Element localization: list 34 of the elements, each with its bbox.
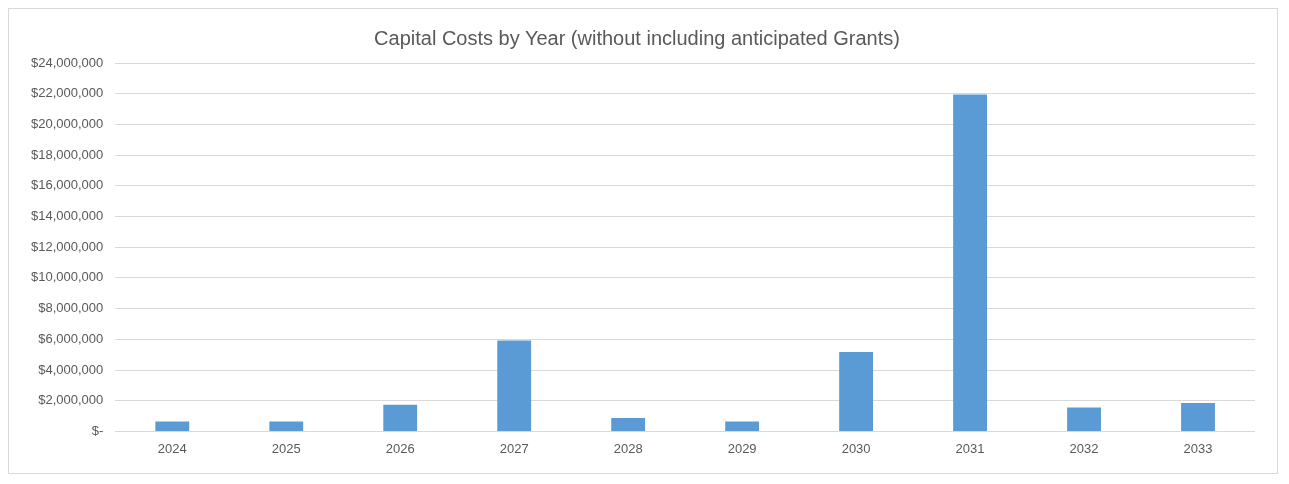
y-tick-label: $2,000,000: [38, 392, 104, 408]
y-tick-label: $-: [91, 422, 104, 438]
x-tick-label: 2033: [1183, 440, 1213, 456]
bar: [155, 421, 190, 431]
bar: [611, 418, 646, 431]
y-tick-label: $8,000,000: [38, 300, 104, 316]
y-tick-label: $16,000,000: [31, 177, 104, 193]
bar: [497, 340, 532, 431]
bar: [725, 421, 760, 431]
y-tick-label: $22,000,000: [31, 85, 104, 101]
y-tick-label: $24,000,000: [31, 54, 104, 70]
x-tick-label: 2024: [157, 440, 187, 456]
x-tick-label: 2029: [727, 440, 757, 456]
y-tick-label: $12,000,000: [31, 238, 104, 254]
bar: [269, 421, 304, 431]
bar: [953, 94, 987, 431]
x-tick-label: 2026: [385, 440, 415, 456]
y-tick-label: $6,000,000: [38, 330, 104, 346]
x-tick-label: 2025: [271, 440, 301, 456]
y-tick-label: $18,000,000: [31, 146, 104, 162]
y-tick-label: $14,000,000: [31, 208, 104, 224]
y-tick-label: $20,000,000: [31, 115, 104, 131]
x-tick-label: 2028: [613, 440, 643, 456]
bar: [383, 404, 418, 431]
bar: [839, 351, 874, 431]
y-tick-label: $10,000,000: [31, 269, 104, 285]
bar: [1067, 407, 1101, 431]
x-tick-label: 2031: [955, 440, 985, 456]
y-tick-label: $4,000,000: [38, 361, 104, 377]
chart-title: Capital Costs by Year (without including anticipated Grants): [374, 26, 900, 49]
bar: [1181, 403, 1215, 431]
x-tick-label: 2032: [1069, 440, 1099, 456]
x-tick-label: 2027: [499, 440, 529, 456]
x-tick-label: 2030: [841, 440, 871, 456]
